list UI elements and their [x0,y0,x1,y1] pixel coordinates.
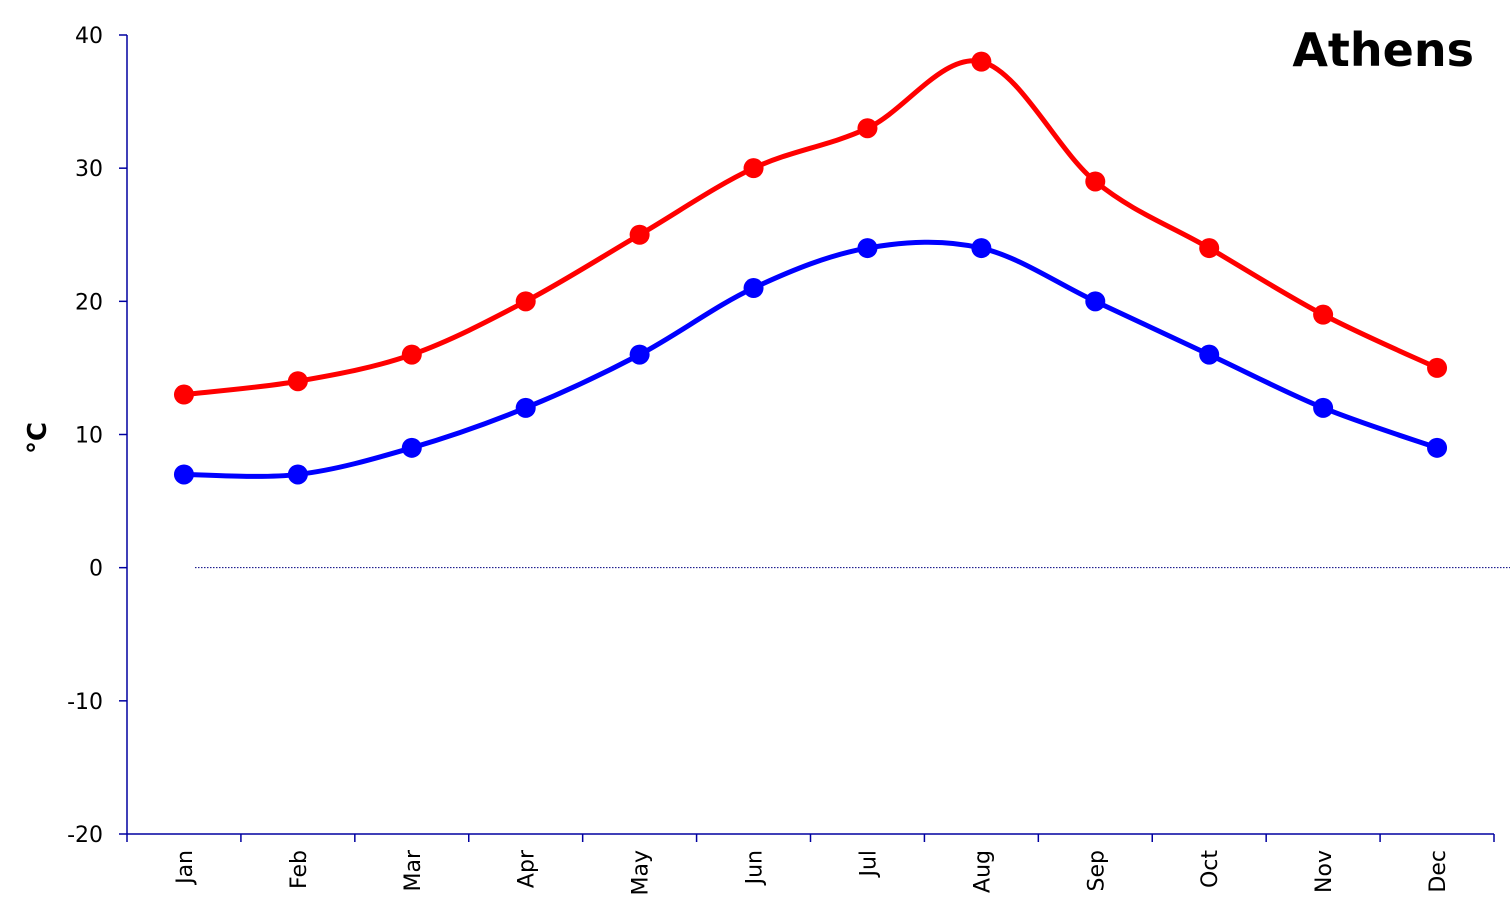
x-tick-label-may: May [629,850,654,895]
x-tick-label-mar: Mar [401,849,426,891]
series-line-1 [181,58,1440,398]
x-tick-label-dec: Dec [1426,850,1451,893]
series-2-point-feb [287,464,308,485]
series-1-point-apr [515,291,536,312]
y-axis-ticks: -20 -10 0 10 20 30 40 [67,24,127,848]
series-2-point-may [629,344,650,365]
x-tick-label-oct: Oct [1198,850,1223,888]
y-axis-label: °C [23,422,53,454]
series-1-point-mar [401,344,422,365]
series-2-point-nov [1313,397,1334,418]
series-2-point-jul [857,238,878,259]
x-axis-ticks: Jan Feb Mar Apr May Jun Jul Aug Sep Oct Nov Dec [126,834,1495,895]
series-2-point-mar [401,437,422,458]
series-2-point-aug [971,238,992,259]
y-tick-label: 40 [75,24,103,49]
series-1-point-jan [173,384,194,405]
series-1-point-oct [1199,238,1220,259]
series-2-point-jun [743,278,764,299]
series-1-point-jun [743,158,764,179]
x-tick-label-nov: Nov [1312,850,1337,893]
series-2-point-apr [515,397,536,418]
series-2-point-oct [1199,344,1220,365]
y-tick-label: -20 [67,823,103,848]
y-tick-label: 20 [75,290,103,315]
x-tick-label-jan: Jan [173,850,198,886]
series-1-point-nov [1313,304,1334,325]
x-tick-label-jun: Jun [743,850,768,886]
series-line-2 [181,239,1440,479]
series-1-point-aug [971,51,992,72]
series-1-point-sep [1085,171,1106,192]
series-2-point-dec [1427,437,1448,458]
x-tick-label-apr: Apr [515,849,540,888]
series-1-point-feb [287,371,308,392]
series-1-point-dec [1427,357,1448,378]
series-2-point-sep [1085,291,1106,312]
y-tick-label: -10 [67,690,103,715]
x-tick-label-feb: Feb [287,850,312,889]
axes [126,35,1510,835]
x-tick-label-sep: Sep [1084,850,1109,891]
x-tick-label-jul: Jul [856,850,881,879]
y-tick-label: 10 [75,424,103,449]
series-2-point-jan [173,464,194,485]
y-tick-label: 0 [89,557,103,582]
series-1-point-may [629,224,650,245]
series-1-point-jul [857,118,878,139]
chart-title: Athens [1292,23,1474,77]
x-tick-label-aug: Aug [970,850,995,893]
series-group [173,51,1448,485]
y-tick-label: 30 [75,157,103,182]
